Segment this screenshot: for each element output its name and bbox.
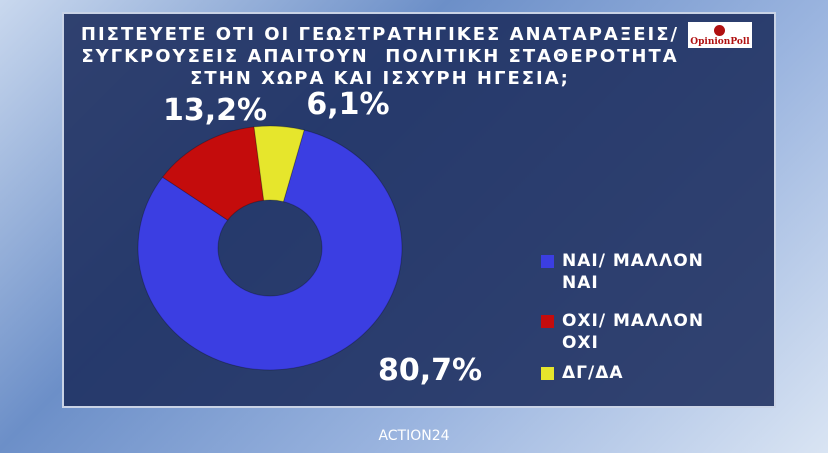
donut-segment — [137, 129, 403, 371]
value-label: 80,7% — [378, 353, 482, 388]
title-line: ΣΥΓΚΡΟΥΣΕΙΣ ΑΠΑΙΤΟΥΝ ΠΟΛΙΤΙΚΗ ΣΤΑΘΕΡΟΤΗΤ… — [81, 46, 679, 67]
legend-label: ΟΧΙ/ ΜΑΛΛΟΝ ΟΧΙ — [562, 311, 705, 353]
value-label: 6,1% — [306, 87, 389, 122]
legend-label: ΝΑΙ/ ΜΑΛΛΟΝ ΝΑΙ — [562, 251, 704, 293]
donut-segment — [253, 125, 305, 203]
legend-label: ΔΓ/ΔΑ — [562, 363, 624, 383]
chart-title: ΠΙΣΤΕΥΕΤΕ ΟΤΙ ΟΙ ΓΕΩΣΤΡΑΤΗΓΙΚΕΣ ΑΝΑΤΑΡΑΞ… — [70, 24, 690, 90]
logo: OpinionPoll — [688, 22, 752, 48]
legend-swatch — [541, 367, 554, 380]
legend-swatch — [541, 315, 554, 328]
legend-swatch — [541, 255, 554, 268]
title-line: ΣΤΗΝ ΧΩΡΑ ΚΑΙ ΙΣΧΥΡΗ ΗΓΕΣΙΑ; — [190, 68, 570, 89]
channel-logo: ACTION24 — [378, 428, 450, 444]
value-label: 13,2% — [163, 93, 267, 128]
title-line: ΠΙΣΤΕΥΕΤΕ ΟΤΙ ΟΙ ΓΕΩΣΤΡΑΤΗΓΙΚΕΣ ΑΝΑΤΑΡΑΞ… — [80, 24, 680, 45]
donut-segment — [161, 126, 265, 221]
